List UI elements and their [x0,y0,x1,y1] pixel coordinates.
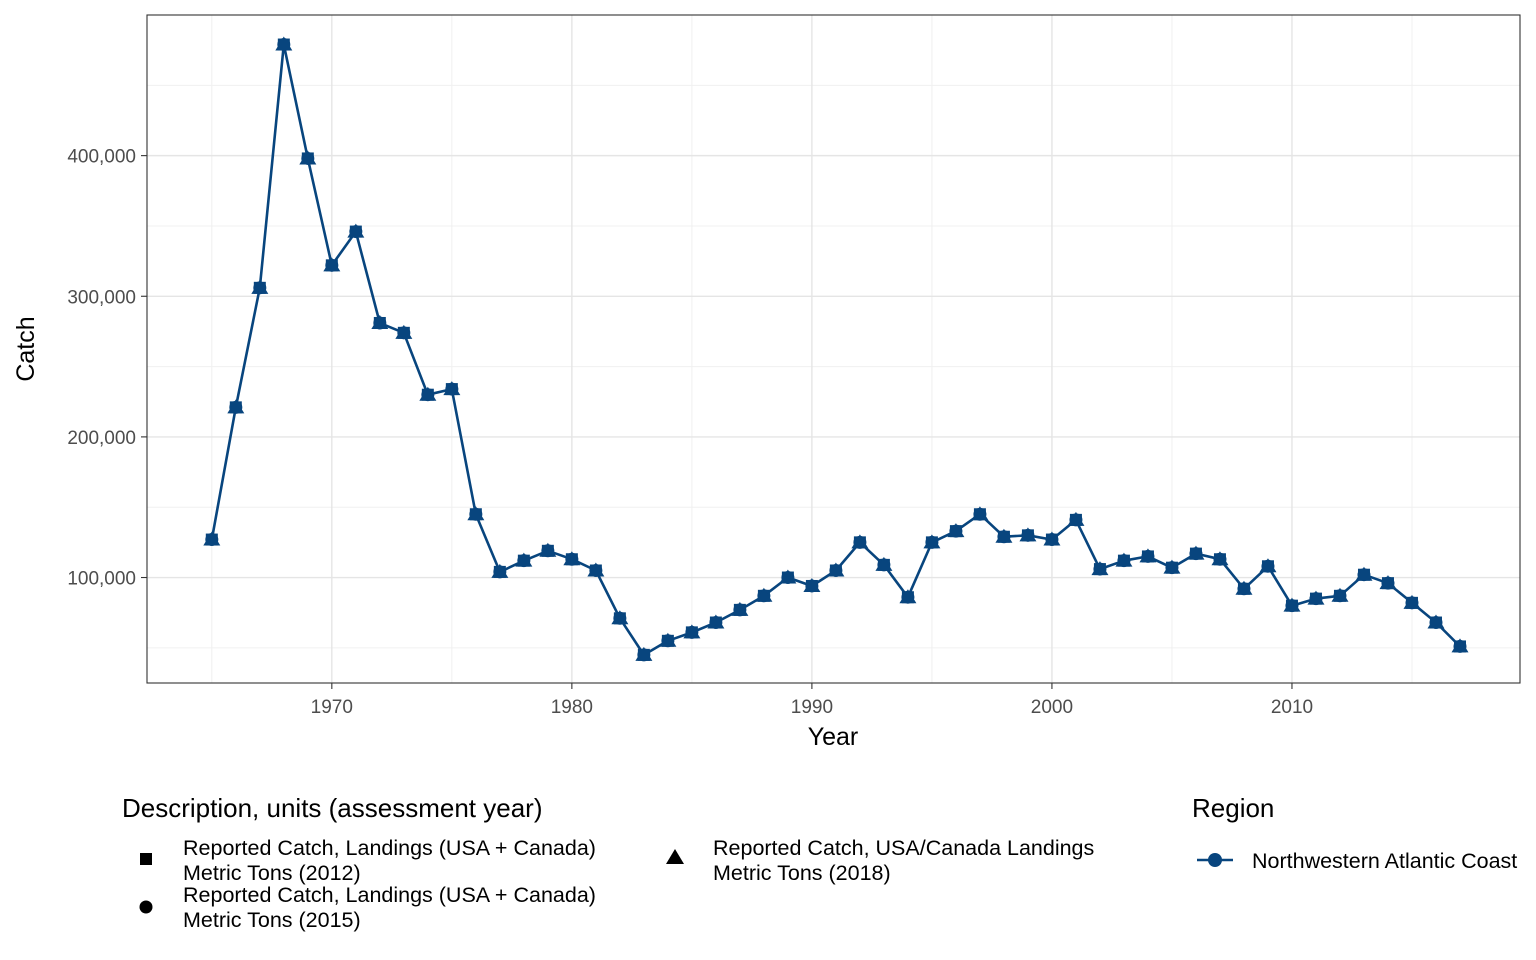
data-point [275,36,293,52]
data-point [347,223,365,239]
y-tick-label: 300,000 [67,287,136,308]
plot-panel-border [146,14,1521,684]
data-point [1043,531,1061,547]
region-legend-title: Region [1192,793,1274,823]
data-point [707,614,725,630]
legend-circle-marker [139,900,153,914]
data-point [1115,552,1133,568]
description-legend-title: Description, units (assessment year) [122,793,542,823]
data-point [683,624,701,639]
data-point [851,534,869,549]
data-point [323,257,341,272]
data-point [659,632,677,648]
legend-item-label: Reported Catch, USA/Canada Landings [713,836,1094,860]
data-point [1211,551,1229,566]
data-point [1307,590,1325,606]
region-legend-marker [1208,853,1222,867]
data-point [539,542,557,558]
description-legend: Description, units (assessment year) Rep… [122,793,1094,932]
data-point [875,556,893,572]
data-point [635,646,653,662]
data-point [371,314,389,330]
axis-ticks: 1970 1980 1990 2000 2010 100,000 200,000 300,00… [67,147,1313,718]
legend-item-label: Metric Tons (2015) [183,908,361,932]
data-point [251,279,269,295]
x-tick-label: 2000 [1031,697,1073,718]
y-axis-title: Catch [12,316,40,381]
x-tick-label: 1970 [311,697,353,718]
data-point [923,534,941,549]
grid-lines [147,15,1520,683]
region-legend: Region Northwestern Atlantic Coast [1192,793,1517,873]
data-point [1355,566,1373,582]
data-point [467,506,485,521]
data-point [419,386,437,402]
data-point [827,562,845,577]
data-point [563,551,581,566]
legend-square-marker [140,853,152,865]
legend-item-label: Reported Catch, Landings (USA + Canada) [183,836,596,860]
legend-item-label: Reported Catch, Landings (USA + Canada) [183,883,596,907]
y-tick-label: 400,000 [67,147,136,168]
data-point [1379,575,1397,590]
data-point [443,381,461,396]
data-point [1259,558,1277,573]
data-point [899,589,917,604]
x-tick-label: 1980 [551,697,593,718]
data-point [587,562,605,577]
data-point [299,150,317,165]
y-tick-label: 100,000 [67,569,136,590]
data-point [947,523,965,538]
region-legend-label: Northwestern Atlantic Coast [1252,849,1517,873]
legend-item-label: Metric Tons (2012) [183,861,361,885]
data-point [731,601,749,617]
data-point [491,563,509,579]
data-point [611,610,629,625]
data-point [1235,580,1253,596]
data-point [203,531,221,547]
data-point [779,569,797,585]
data-point [1187,545,1205,561]
data-point [1019,527,1037,542]
data-point [227,399,245,414]
data-point [1427,614,1445,630]
legend-triangle-marker [666,849,684,864]
data-point [755,587,773,603]
data-point [1403,594,1421,610]
data-point [995,528,1013,544]
y-tick-label: 200,000 [67,428,136,449]
data-point [1091,561,1109,576]
data-point [803,577,821,593]
x-axis-title: Year [808,723,859,751]
data-point [971,506,989,521]
data-point [515,552,533,568]
data-point [1331,587,1349,603]
data-series [203,36,1469,662]
x-tick-label: 1990 [791,697,833,718]
x-tick-label: 2010 [1271,697,1313,718]
data-point [1067,511,1085,527]
data-point [395,324,413,340]
legend-item-label: Metric Tons (2018) [713,861,891,885]
data-point [1139,548,1157,563]
data-point [1451,638,1469,653]
plot-panel-background [147,15,1520,683]
data-point [1283,597,1301,613]
data-point [1163,559,1181,575]
